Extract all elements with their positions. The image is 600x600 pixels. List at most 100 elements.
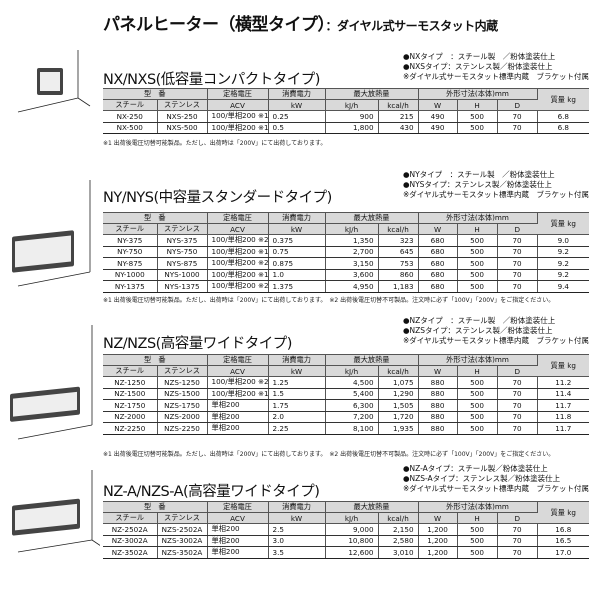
table-cell: NYS-875 [157,257,208,270]
spec-table: 型 番 定格電圧 消費電力 最大放熱量 外形寸法(本体)mm 質量 kg スチール… [103,88,590,134]
table-cell: 70 [497,399,538,412]
table-cell: NZ-1500 [103,388,158,400]
spec-notes: ●NZ-Aタイプ：スチール製／粉体塗装仕上 ●NZS-Aタイプ：ステンレス製／粉体… [403,464,589,494]
table-cell: 100/単相200 ※2 [207,280,269,293]
table-cell: 11.8 [537,411,590,423]
table-cell: 100/単相200 ※2 [207,257,269,270]
table-cell: 70 [497,122,538,134]
table-cell: 16.8 [537,523,590,536]
section-heading: NY/NYS(中容量スタンダードタイプ) [103,190,332,206]
table-cell: 2.5 [268,523,326,536]
table-cell: NXS-250 [157,110,208,123]
header-d: D [497,99,538,111]
header-acv: ACV [207,223,269,235]
table-cell: NZS-1500 [157,388,208,400]
table-cell: 10,800 [325,535,379,547]
table-cell: 3.0 [268,535,326,547]
table-cell: 70 [497,280,538,293]
spec-note: ●NZタイプ ：スチール製 ／粉体塗装仕上 [402,316,556,325]
table-cell: 100/単相200 ※1 [207,246,269,258]
table-cell: 860 [378,269,419,281]
table-cell: 100/単相200 ※1 [207,122,269,134]
table-cell: NYS-1375 [157,280,208,293]
table-cell: 500 [457,257,498,270]
spec-notes: ●NXタイプ ：スチール製 ／粉体塗装仕上 ●NXSタイプ：ステンレス製／粉体塗装… [403,52,589,82]
header-steel: スチール [103,512,158,524]
table-cell: NZ-3002A [103,535,158,547]
table-cell: 0.75 [268,246,326,258]
spec-table: 型 番 定格電圧 消費電力 最大放熱量 外形寸法(本体)mm 質量 kg スチール… [103,354,590,435]
table-cell: 1,350 [325,234,379,247]
table-row: NY-1375 NYS-1375 100/単相200 ※2 1.375 4,950 1,1… [103,280,590,293]
table-cell: 9.0 [537,234,590,247]
table-cell: NZS-2250 [157,422,208,435]
table-cell: 6.8 [537,110,590,123]
table-cell: 単相200 [207,535,269,547]
table-cell: 0.25 [268,110,326,123]
header-kw: kW [268,512,326,524]
table-row: NX-250 NXS-250 100/単相200 ※1 0.25 900 215 490 50… [103,110,590,123]
table-cell: 11.7 [537,422,590,435]
table-cell: 1,200 [418,523,458,536]
header-d: D [497,512,538,524]
table-row: NZ-2250 NZS-2250 単相200 2.25 8,100 1,935 880 500… [103,422,590,435]
header-kjh: kJ/h [325,365,379,377]
header-acv: ACV [207,99,269,111]
header-kcalh: kcal/h [378,223,419,235]
table-cell: 9.2 [537,246,590,258]
table-row: NZ-1250 NZS-1250 100/単相200 ※2 1.25 4,500 1,07… [103,376,590,389]
table-cell: 0.5 [268,122,326,134]
table-cell: 70 [497,422,538,435]
table-cell: 1,290 [378,388,419,400]
header-w: W [418,223,458,235]
header-w: W [418,512,458,524]
table-cell: 500 [457,422,498,435]
table-cell: 70 [497,246,538,258]
header-rated-voltage: 定格電圧 [207,501,269,513]
header-power: 消費電力 [268,88,326,100]
table-cell: 1,183 [378,280,419,293]
table-row: NY-750 NYS-750 100/単相200 ※1 0.75 2,700 645 680… [103,246,590,258]
table-cell: 70 [497,546,538,559]
header-dimensions: 外形寸法(本体)mm [418,354,538,366]
table-cell: 100/単相200 ※1 [207,388,269,400]
header-kjh: kJ/h [325,99,379,111]
header-kw: kW [268,223,326,235]
table-cell: 16.5 [537,535,590,547]
table-cell: 680 [418,280,458,293]
table-row: NY-1000 NYS-1000 100/単相200 ※1 1.0 3,600 860 68… [103,269,590,281]
table-cell: 323 [378,234,419,247]
table-cell: 880 [418,422,458,435]
table-row: NZ-3002A NZS-3002A 単相200 3.0 10,800 2,580 1,20… [103,535,590,547]
table-cell: 490 [418,110,458,123]
table-row: NZ-2000 NZS-2000 単相200 2.0 7,200 1,720 880 500 7… [103,411,590,423]
table-row: NY-375 NYS-375 100/単相200 ※2 0.375 1,350 323 68… [103,234,590,247]
header-w: W [418,99,458,111]
table-cell: 単相200 [207,422,269,435]
section-heading: NZ-A/NZS-A(高容量ワイドタイプ) [103,484,320,500]
table-cell: 2,580 [378,535,419,547]
table-cell: 1.25 [268,376,326,389]
table-cell: 490 [418,122,458,134]
spec-table: 型 番 定格電圧 消費電力 最大放熱量 外形寸法(本体)mm 質量 kg スチール… [103,501,590,559]
table-cell: NZS-1750 [157,399,208,412]
table-cell: NZ-1750 [103,399,158,412]
table-cell: 500 [457,269,498,281]
footnote: ※1 出荷後電圧切替可能製品。ただし、出荷時は「200V」にて出荷しております。 [103,140,327,147]
header-model: 型 番 [103,501,208,513]
header-mass: 質量 kg [537,88,590,111]
table-cell: 11.4 [537,388,590,400]
header-mass: 質量 kg [537,212,590,235]
header-h: H [457,365,498,377]
table-cell: 単相200 [207,523,269,536]
table-cell: 1.0 [268,269,326,281]
header-d: D [497,223,538,235]
section-heading: NZ/NZS(高容量ワイドタイプ) [103,336,292,352]
table-cell: 1,935 [378,422,419,435]
header-kcalh: kcal/h [378,512,419,524]
page-title: パネルヒーター（横型タイプ）：ダイヤル式サーモスタット内蔵 [103,15,498,35]
header-h: H [457,512,498,524]
table-cell: NZ-2502A [103,523,158,536]
spec-note: ※ダイヤル式サーモスタット標準内蔵 ブラケット付属 [402,190,589,199]
header-kjh: kJ/h [325,223,379,235]
